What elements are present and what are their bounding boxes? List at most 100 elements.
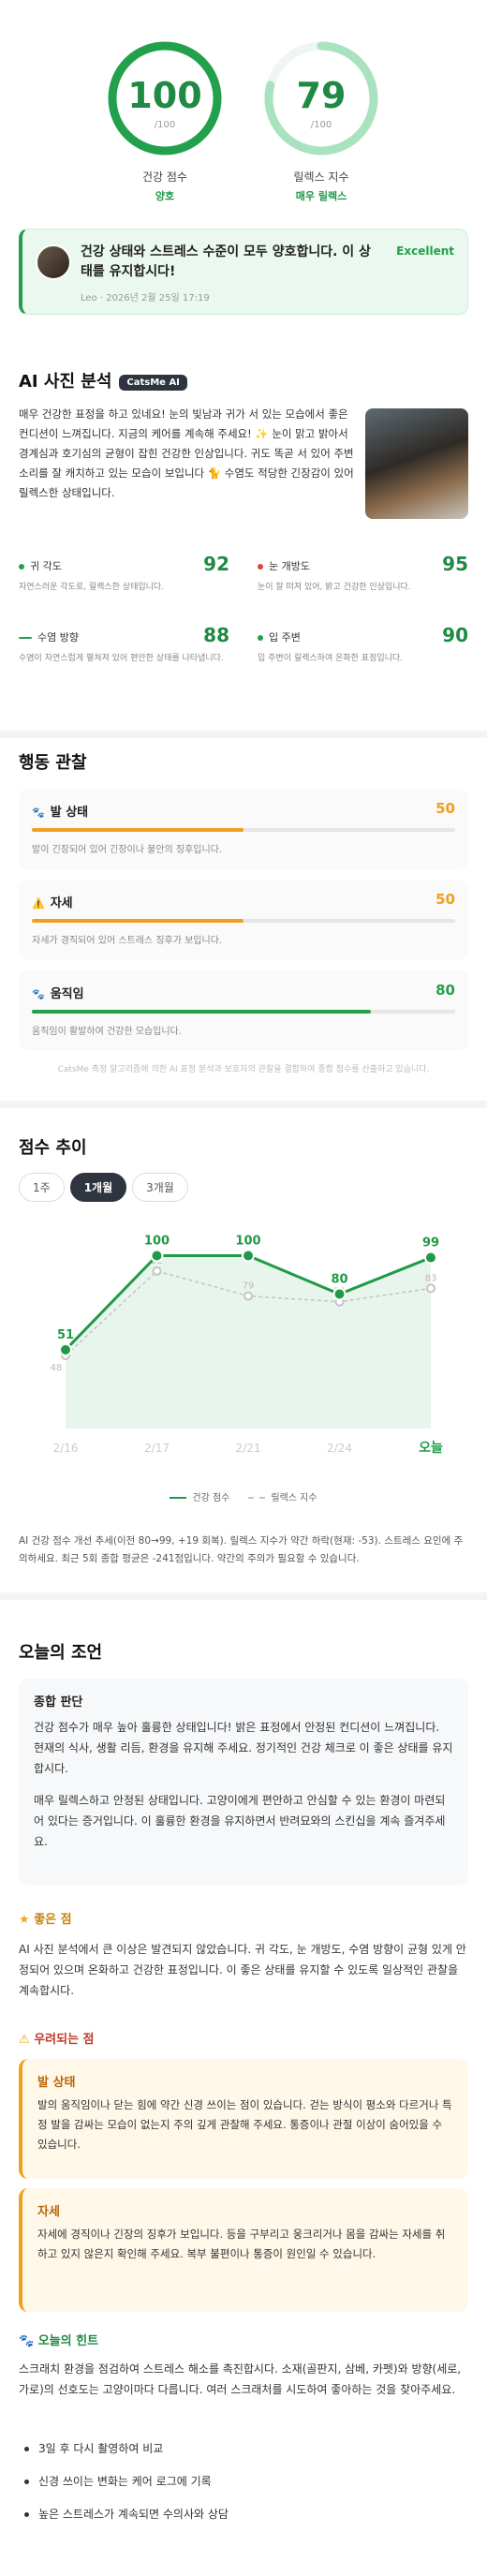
section-title: 점수 추이: [19, 1138, 87, 1158]
data-point: [59, 1342, 72, 1356]
data-label: 99: [422, 1236, 439, 1251]
legend-item: 건강 점수: [170, 1493, 229, 1503]
x-tick-label: 2/16: [53, 1442, 79, 1455]
section-title: 행동 관찰: [19, 753, 87, 773]
badge: CatsMe AI: [119, 375, 187, 391]
behavior-name-text: 자세: [50, 896, 73, 910]
hint-text: 스크래치 환경을 점검하여 스트레스 해소를 촉진합시다. 소재(골판지, 삼베…: [19, 2362, 462, 2396]
footnote: CatsMe 측정 알고리즘에 의한 AI 표정 분석과 보호자의 관찰을 결합…: [57, 1065, 430, 1074]
gauge-label: 릴렉스 지수: [293, 170, 349, 184]
metric-icon: [258, 564, 263, 570]
legend-label: 건강 점수: [192, 1493, 230, 1503]
divider: [0, 731, 487, 738]
summary-card: 종합 판단 건강 점수가 매우 높아 훌륭한 상태입니다! 밝은 표정에서 안정…: [19, 1679, 468, 1885]
x-tick-label: 오늘: [419, 1441, 443, 1456]
card-title: 종합 판단: [34, 1695, 83, 1710]
behavior-value: 50: [435, 891, 455, 908]
cat-photo: [365, 408, 468, 519]
data-point: [332, 1287, 347, 1301]
good-text: AI 사진 분석에서 큰 이상은 발견되지 않았습니다. 귀 각도, 눈 개방도…: [19, 1943, 466, 1997]
concern-card: 발 상태 발의 움직임이나 닫는 힘에 약간 신경 쓰이는 점이 있습니다. 걷는…: [19, 2059, 468, 2179]
bullet-item: 신경 쓰이는 변화는 케어 로그에 기록: [19, 2473, 468, 2506]
metric-name: 눈 개방도: [258, 558, 468, 573]
metric-description: 수염이 자연스럽게 펼쳐져 있어 편안한 상태를 나타냅니다.: [19, 654, 224, 663]
tab[interactable]: 1주: [19, 1173, 65, 1202]
hint-title-text: 오늘의 힌트: [37, 2334, 99, 2348]
alert-card: 건강 상태와 스트레스 수준이 모두 양호합니다. 이 상태를 유지합시다! E…: [19, 229, 468, 315]
gauge-label: 건강 점수: [142, 170, 187, 184]
behavior-icon: 🐾: [32, 807, 45, 819]
bullet-text: 높은 스트레스가 계속되면 수의사와 상담: [38, 2508, 229, 2521]
x-tick-label: 2/21: [236, 1442, 261, 1455]
bullet-text: 신경 쓰이는 변화는 케어 로그에 기록: [38, 2475, 212, 2488]
data-label: 100: [235, 1235, 260, 1249]
metric-description: 눈이 잘 떠져 있어, 밝고 건강한 인상입니다.: [258, 583, 411, 592]
concern-text: 자세에 경직이나 긴장의 징후가 보입니다. 등을 구부리고 웅크리거나 몸을 …: [37, 2228, 446, 2260]
data-point: [424, 1251, 437, 1265]
alert-meta: Leo · 2026년 2월 25일 17:19: [81, 293, 210, 303]
metric-name-text: 수염 방향: [37, 631, 79, 644]
metric: 수염 방향 88 수염이 자연스럽게 펼쳐져 있어 편안한 상태를 나타냅니다.: [19, 624, 229, 665]
gauge-max: /100: [154, 120, 176, 130]
behavior-icon: 🐾: [32, 988, 45, 1000]
behavior-card: ⚠️ 자세 50 자세가 경직되어 있어 스트레스 징후가 보입니다.: [19, 880, 468, 960]
metric-icon: [19, 564, 24, 570]
hint-title: 🐾 오늘의 힌트: [19, 2331, 468, 2348]
health-gauge: 100 /100 건강 점수 양호: [104, 37, 226, 203]
behavior-card: 🐾 발 상태 50 발이 긴장되어 있어 긴장이나 불안의 징후입니다.: [19, 789, 468, 869]
metric: 입 주변 90 입 주변이 릴렉스하여 온화한 표정입니다.: [258, 624, 468, 665]
progress-fill: [32, 919, 244, 923]
data-label: 80: [331, 1273, 347, 1287]
concern-title: ⚠ 우려되는 점: [19, 2029, 468, 2047]
legend: 건강 점수 릴렉스 지수: [19, 1489, 468, 1503]
behavior-name: ⚠️ 자세: [32, 893, 455, 910]
data-point: [150, 1249, 164, 1263]
metric-name: 귀 각도: [19, 558, 229, 573]
behavior-description: 자세가 경직되어 있어 스트레스 징후가 보입니다.: [32, 936, 223, 946]
trend-description: AI 건강 점수 개선 추세(이전 80→99, +19 회복). 릴렉스 지수…: [19, 1535, 464, 1564]
data-point: [242, 1249, 255, 1263]
concern-title: 자세: [37, 2205, 60, 2219]
behavior-value: 80: [435, 982, 455, 999]
paragraph: 매우 릴렉스하고 안정된 상태입니다. 고양이에게 편안하고 안심할 수 있는 …: [34, 1794, 446, 1848]
behavior-name-text: 움직임: [50, 987, 84, 1001]
metric-name-text: 입 주변: [269, 631, 301, 644]
behavior-icon: ⚠️: [32, 897, 45, 910]
concern-text: 발의 움직임이나 닫는 힘에 약간 신경 쓰이는 점이 있습니다. 걷는 방식이…: [37, 2098, 452, 2151]
metric-description: 입 주변이 릴렉스하여 온화한 표정입니다.: [258, 654, 404, 663]
gauge-arc: [264, 41, 378, 155]
bullet-text: 3일 후 다시 촬영하여 비교: [38, 2442, 164, 2455]
metric-description: 자연스러운 각도로, 릴렉스한 상태입니다.: [19, 583, 165, 592]
metric: 눈 개방도 95 눈이 잘 떠져 있어, 밝고 건강한 인상입니다.: [258, 553, 468, 594]
paragraph: 건강 점수가 매우 높아 훌륭한 상태입니다! 밝은 표정에서 안정된 컨디션이…: [34, 1721, 453, 1775]
behavior-name: 🐾 발 상태: [32, 802, 455, 820]
progress-fill: [32, 828, 244, 832]
legend-swatch: [170, 1497, 187, 1499]
data-point: [426, 1283, 435, 1294]
bullet-dot: [24, 2512, 29, 2517]
section-title: 오늘의 조언: [19, 1643, 103, 1663]
metric-name: 입 주변: [258, 629, 468, 644]
metric-value: 92: [203, 553, 229, 575]
tab[interactable]: 3개월: [132, 1173, 188, 1202]
good-title: ★ 좋은 점: [19, 1909, 468, 1927]
gauge-status: 양호: [155, 190, 175, 202]
behavior-card: 🐾 움직임 80 움직임이 활발하여 건강한 모습입니다.: [19, 970, 468, 1051]
gauge-value: 79: [296, 75, 347, 116]
bullet-dot: [24, 2447, 29, 2451]
relax-gauge: 79 /100 릴렉스 지수 매우 릴렉스: [260, 37, 382, 203]
good-title-text: 좋은 점: [34, 1913, 72, 1927]
bullet-item: 높은 스트레스가 계속되면 수의사와 상담: [19, 2506, 468, 2539]
tab[interactable]: 1개월: [69, 1173, 127, 1202]
gauge-status: 매우 릴렉스: [295, 190, 347, 202]
metric-icon: [19, 637, 32, 639]
bullet-item: 3일 후 다시 촬영하여 비교: [19, 2440, 468, 2473]
progress-track: [32, 919, 455, 923]
data-label: 83: [425, 1273, 437, 1283]
warn-icon: ⚠: [19, 2033, 30, 2047]
metric-name-text: 귀 각도: [30, 560, 62, 572]
data-label: 79: [243, 1281, 255, 1292]
tabs: 1주 1개월 3개월: [19, 1173, 468, 1202]
